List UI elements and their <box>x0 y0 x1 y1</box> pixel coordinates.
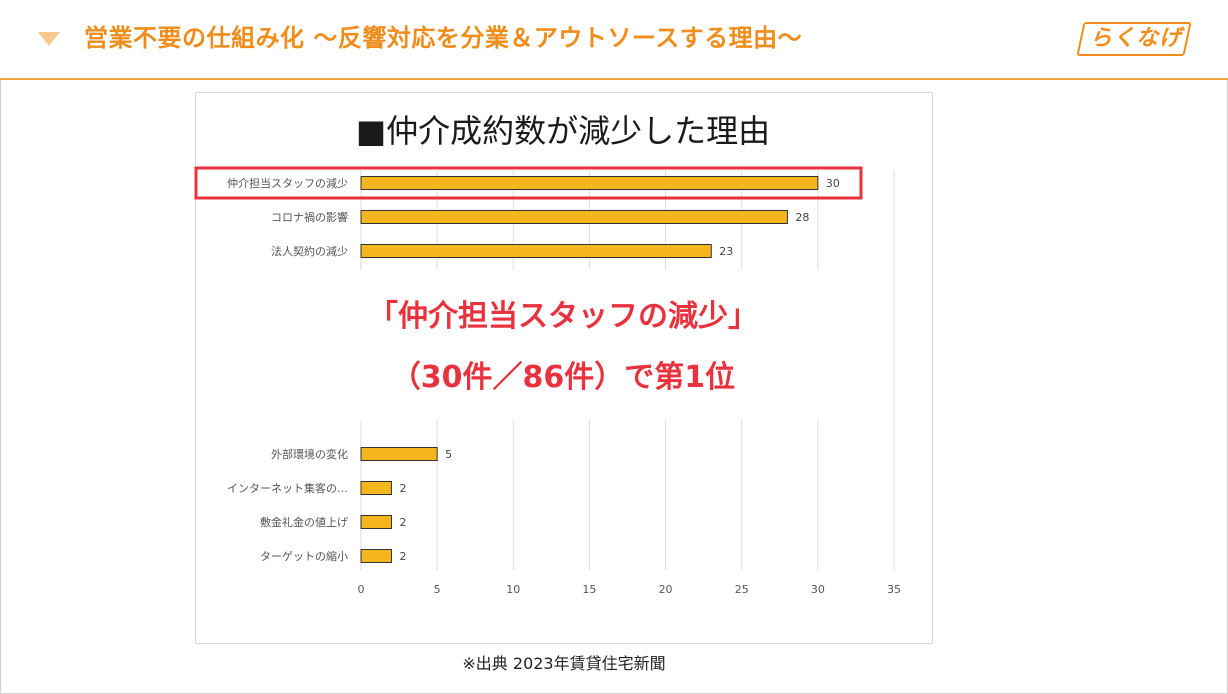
value-label-5: 2 <box>399 516 406 529</box>
x-tick-label-6: 30 <box>811 583 825 596</box>
category-label-3: 外部環境の変化 <box>271 447 348 461</box>
bar-3 <box>360 447 438 461</box>
category-label-5: 敷金礼金の値上げ <box>260 515 348 529</box>
x-tick-label-2: 10 <box>506 583 520 596</box>
value-label-4: 2 <box>399 482 406 495</box>
highlight-box <box>194 166 863 200</box>
bar-2 <box>360 244 712 258</box>
bar-0 <box>360 176 819 190</box>
value-label-3: 5 <box>445 448 452 461</box>
bar-1 <box>360 210 788 224</box>
source-note: ※出典 2023年賃貸住宅新聞 <box>462 654 666 673</box>
x-tick-label-1: 5 <box>434 583 441 596</box>
chart-title: ■仲介成約数が減少した理由 <box>356 112 770 150</box>
bar-6 <box>360 549 392 563</box>
slide-title: 営業不要の仕組み化 〜反響対応を分業＆アウトソースする理由〜 <box>84 24 803 52</box>
category-label-1: コロナ禍の影響 <box>271 210 348 224</box>
value-label-2: 23 <box>719 245 733 258</box>
callout-line-2: （30件／86件）で第1位 <box>391 360 735 395</box>
callout-line-1: 「仲介担当スタッフの減少」 <box>368 299 758 334</box>
value-label-0: 30 <box>826 177 840 190</box>
value-label-1: 28 <box>795 211 809 224</box>
x-tick-label-5: 25 <box>735 583 749 596</box>
value-label-6: 2 <box>399 550 406 563</box>
x-tick-label-3: 15 <box>582 583 596 596</box>
x-tick-label-7: 35 <box>887 583 901 596</box>
category-label-4: インターネット集客の… <box>227 481 348 495</box>
triangle-down-icon <box>38 32 60 46</box>
x-tick-label-4: 20 <box>659 583 673 596</box>
callout-background <box>250 270 870 420</box>
category-label-6: ターゲットの縮小 <box>260 549 348 563</box>
category-label-2: 法人契約の減少 <box>271 244 348 258</box>
bar-5 <box>360 515 392 529</box>
logo: らくなげ <box>1089 26 1182 51</box>
x-tick-label-0: 0 <box>358 583 365 596</box>
bar-4 <box>360 481 392 495</box>
category-label-0: 仲介担当スタッフの減少 <box>227 176 348 190</box>
slide-header: 営業不要の仕組み化 〜反響対応を分業＆アウトソースする理由〜 らくなげ <box>0 0 1228 80</box>
